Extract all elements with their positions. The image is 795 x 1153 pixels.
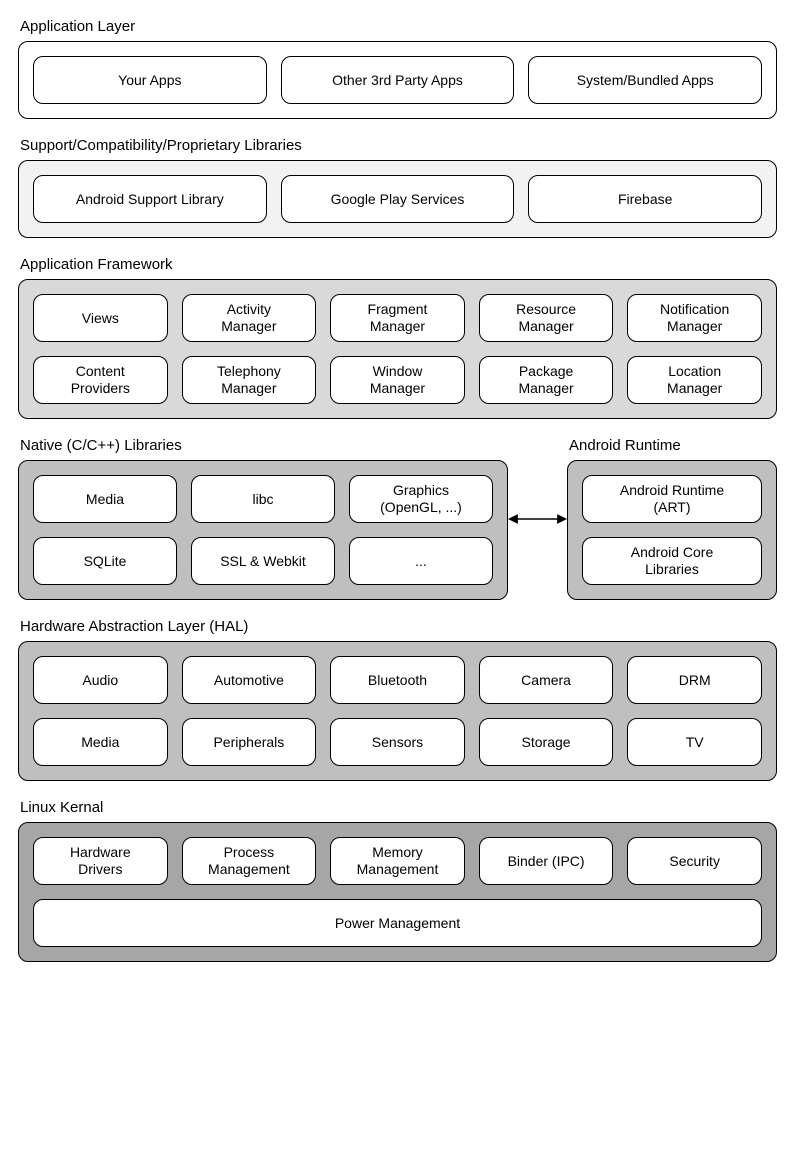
box-memory-mgmt: Memory Management: [330, 837, 465, 885]
box-process-mgmt: Process Management: [182, 837, 317, 885]
section-app-layer: Application Layer Your Apps Other 3rd Pa…: [18, 18, 777, 119]
layer-row: Audio Automotive Bluetooth Camera DRM: [33, 656, 762, 704]
box-firebase: Firebase: [528, 175, 762, 223]
layer-container: Hardware Drivers Process Management Memo…: [18, 822, 777, 962]
layer-row: Media libc Graphics (OpenGL, ...): [33, 475, 493, 523]
box-bluetooth: Bluetooth: [330, 656, 465, 704]
box-sensors: Sensors: [330, 718, 465, 766]
box-window-manager: Window Manager: [330, 356, 465, 404]
layer-container: Your Apps Other 3rd Party Apps System/Bu…: [18, 41, 777, 119]
box-telephony-manager: Telephony Manager: [182, 356, 317, 404]
box-power-mgmt: Power Management: [33, 899, 762, 947]
box-automotive: Automotive: [182, 656, 317, 704]
box-package-manager: Package Manager: [479, 356, 614, 404]
layer-row: Views Activity Manager Fragment Manager …: [33, 294, 762, 342]
box-support-library: Android Support Library: [33, 175, 267, 223]
box-tv: TV: [627, 718, 762, 766]
box-camera: Camera: [479, 656, 614, 704]
box-peripherals: Peripherals: [182, 718, 317, 766]
layer-row: Hardware Drivers Process Management Memo…: [33, 837, 762, 885]
box-location-manager: Location Manager: [627, 356, 762, 404]
layer-container: Audio Automotive Bluetooth Camera DRM Me…: [18, 641, 777, 781]
box-your-apps: Your Apps: [33, 56, 267, 104]
box-hw-drivers: Hardware Drivers: [33, 837, 168, 885]
layer-row: Android Core Libraries: [582, 537, 762, 585]
box-more: ...: [349, 537, 493, 585]
section-title: Android Runtime: [569, 437, 777, 454]
double-arrow-icon: [508, 504, 567, 534]
box-ssl-webkit: SSL & Webkit: [191, 537, 335, 585]
section-title: Application Framework: [20, 256, 777, 273]
box-art: Android Runtime (ART): [582, 475, 762, 523]
section-title: Application Layer: [20, 18, 777, 35]
section-title: Native (C/C++) Libraries: [20, 437, 508, 454]
layer-row: Content Providers Telephony Manager Wind…: [33, 356, 762, 404]
box-storage: Storage: [479, 718, 614, 766]
layer-container: Media libc Graphics (OpenGL, ...) SQLite…: [18, 460, 508, 600]
section-native-runtime: Native (C/C++) Libraries Media libc Grap…: [18, 437, 777, 600]
box-security: Security: [627, 837, 762, 885]
section-title: Linux Kernal: [20, 799, 777, 816]
section-support-libs: Support/Compatibility/Proprietary Librar…: [18, 137, 777, 238]
box-3rd-party-apps: Other 3rd Party Apps: [281, 56, 515, 104]
box-content-providers: Content Providers: [33, 356, 168, 404]
split-right: Android Runtime Android Runtime (ART) An…: [567, 437, 777, 600]
layer-row: Media Peripherals Sensors Storage TV: [33, 718, 762, 766]
box-media: Media: [33, 475, 177, 523]
layer-row: Your Apps Other 3rd Party Apps System/Bu…: [33, 56, 762, 104]
box-system-apps: System/Bundled Apps: [528, 56, 762, 104]
box-binder: Binder (IPC): [479, 837, 614, 885]
layer-container: Android Runtime (ART) Android Core Libra…: [567, 460, 777, 600]
box-play-services: Google Play Services: [281, 175, 515, 223]
layer-container: Android Support Library Google Play Serv…: [18, 160, 777, 238]
box-libc: libc: [191, 475, 335, 523]
split-connector: [508, 437, 567, 600]
box-fragment-manager: Fragment Manager: [330, 294, 465, 342]
box-activity-manager: Activity Manager: [182, 294, 317, 342]
layer-row: Android Support Library Google Play Serv…: [33, 175, 762, 223]
section-title: Support/Compatibility/Proprietary Librar…: [20, 137, 777, 154]
box-sqlite: SQLite: [33, 537, 177, 585]
box-notification-manager: Notification Manager: [627, 294, 762, 342]
section-title: Hardware Abstraction Layer (HAL): [20, 618, 777, 635]
section-app-framework: Application Framework Views Activity Man…: [18, 256, 777, 419]
box-core-libraries: Android Core Libraries: [582, 537, 762, 585]
box-media-hal: Media: [33, 718, 168, 766]
layer-row: Android Runtime (ART): [582, 475, 762, 523]
box-drm: DRM: [627, 656, 762, 704]
box-audio: Audio: [33, 656, 168, 704]
layer-row: Power Management: [33, 899, 762, 947]
box-resource-manager: Resource Manager: [479, 294, 614, 342]
section-hal: Hardware Abstraction Layer (HAL) Audio A…: [18, 618, 777, 781]
box-graphics: Graphics (OpenGL, ...): [349, 475, 493, 523]
section-kernel: Linux Kernal Hardware Drivers Process Ma…: [18, 799, 777, 962]
split-left: Native (C/C++) Libraries Media libc Grap…: [18, 437, 508, 600]
layer-row: SQLite SSL & Webkit ...: [33, 537, 493, 585]
box-views: Views: [33, 294, 168, 342]
layer-container: Views Activity Manager Fragment Manager …: [18, 279, 777, 419]
